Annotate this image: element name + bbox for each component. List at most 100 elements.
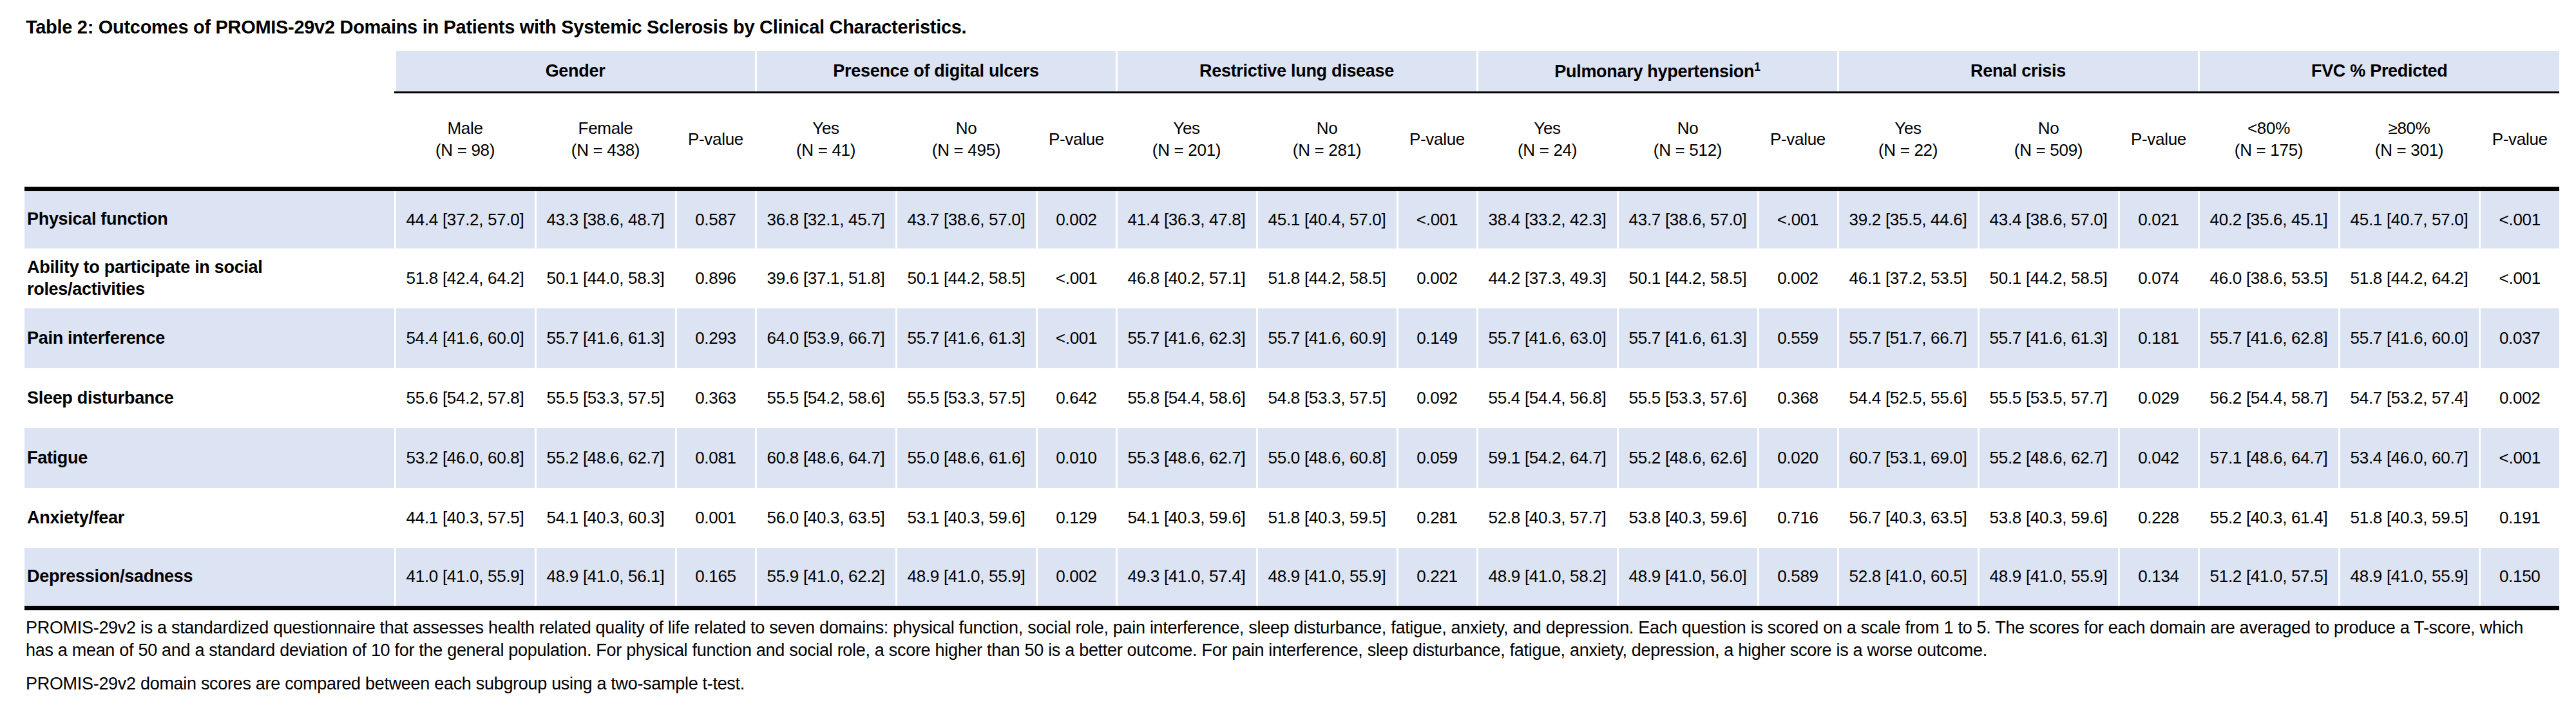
table-row: Physical function44.4 [37.2, 57.0]43.3 [… xyxy=(24,189,2559,248)
data-cell: 55.5 [54.2, 58.6] xyxy=(756,368,896,428)
subcolumn-header: Yes(N = 201) xyxy=(1116,92,1257,189)
data-cell: 43.7 [38.6, 57.0] xyxy=(896,189,1036,248)
data-cell: 60.7 [53.1, 69.0] xyxy=(1838,428,1978,488)
subcolumn-header: No(N = 509) xyxy=(1978,92,2119,189)
data-cell: 45.1 [40.4, 57.0] xyxy=(1257,189,1397,248)
subcolumn-header: Female(N = 438) xyxy=(535,92,676,189)
p-value-cell: 0.559 xyxy=(1758,308,1838,368)
data-cell: 55.7 [41.6, 62.3] xyxy=(1116,308,1257,368)
data-cell: 55.2 [48.6, 62.6] xyxy=(1617,428,1758,488)
p-value-cell: 0.020 xyxy=(1758,428,1838,488)
p-value-cell: 0.293 xyxy=(676,308,756,368)
p-value-cell: <.001 xyxy=(2479,428,2559,488)
data-cell: 45.1 [40.7, 57.0] xyxy=(2339,189,2479,248)
data-cell: 46.0 [38.6, 53.5] xyxy=(2199,248,2339,308)
p-value-cell: 0.021 xyxy=(2119,189,2199,248)
row-label: Fatigue xyxy=(24,428,395,488)
subcolumn-header: Yes(N = 41) xyxy=(756,92,896,189)
subcolumn-header: P-value xyxy=(1397,92,1477,189)
data-cell: 51.8 [44.2, 58.5] xyxy=(1257,248,1397,308)
data-cell: 48.9 [41.0, 55.9] xyxy=(1978,548,2119,608)
p-value-cell: <.001 xyxy=(2479,248,2559,308)
data-cell: 48.9 [41.0, 55.9] xyxy=(896,548,1036,608)
data-cell: 51.8 [42.4, 64.2] xyxy=(395,248,535,308)
p-value-cell: <.001 xyxy=(1758,189,1838,248)
data-cell: 55.7 [41.6, 63.0] xyxy=(1477,308,1617,368)
data-cell: 57.1 [48.6, 64.7] xyxy=(2199,428,2339,488)
p-value-cell: 0.129 xyxy=(1036,488,1116,548)
data-cell: 39.6 [37.1, 51.8] xyxy=(756,248,896,308)
p-value-cell: 0.191 xyxy=(2479,488,2559,548)
data-cell: 55.7 [51.7, 66.7] xyxy=(1838,308,1978,368)
data-cell: 51.8 [44.2, 64.2] xyxy=(2339,248,2479,308)
table-title: Table 2: Outcomes of PROMIS-29v2 Domains… xyxy=(0,0,2576,38)
p-value-cell: 0.363 xyxy=(676,368,756,428)
p-value-cell: 0.002 xyxy=(1036,189,1116,248)
subcolumn-header: P-value xyxy=(1036,92,1116,189)
column-group-header: Pulmonary hypertension1 xyxy=(1477,51,1838,92)
data-cell: 51.8 [40.3, 59.5] xyxy=(2339,488,2479,548)
data-cell: 55.7 [41.6, 61.3] xyxy=(535,308,676,368)
p-value-cell: 0.029 xyxy=(2119,368,2199,428)
p-value-cell: <.001 xyxy=(1397,189,1477,248)
data-cell: 38.4 [33.2, 42.3] xyxy=(1477,189,1617,248)
data-cell: 55.9 [41.0, 62.2] xyxy=(756,548,896,608)
table-row: Fatigue53.2 [46.0, 60.8]55.2 [48.6, 62.7… xyxy=(24,428,2559,488)
p-value-cell: 0.037 xyxy=(2479,308,2559,368)
data-cell: 54.1 [40.3, 59.6] xyxy=(1116,488,1257,548)
data-cell: 48.9 [41.0, 56.0] xyxy=(1617,548,1758,608)
subcolumn-header: Male(N = 98) xyxy=(395,92,535,189)
data-cell: 51.8 [40.3, 59.5] xyxy=(1257,488,1397,548)
p-value-cell: <.001 xyxy=(2479,189,2559,248)
p-value-cell: <.001 xyxy=(1036,308,1116,368)
subcolumn-header: P-value xyxy=(2479,92,2559,189)
subcolumn-header: Yes(N = 24) xyxy=(1477,92,1617,189)
data-cell: 51.2 [41.0, 57.5] xyxy=(2199,548,2339,608)
data-cell: 55.2 [40.3, 61.4] xyxy=(2199,488,2339,548)
data-cell: 54.4 [52.5, 55.6] xyxy=(1838,368,1978,428)
table-row: Sleep disturbance55.6 [54.2, 57.8]55.5 [… xyxy=(24,368,2559,428)
data-cell: 48.9 [41.0, 56.1] xyxy=(535,548,676,608)
data-cell: 50.1 [44.0, 58.3] xyxy=(535,248,676,308)
data-cell: 52.8 [41.0, 60.5] xyxy=(1838,548,1978,608)
p-value-cell: 0.587 xyxy=(676,189,756,248)
data-cell: 53.8 [40.3, 59.6] xyxy=(1617,488,1758,548)
data-cell: 46.1 [37.2, 53.5] xyxy=(1838,248,1978,308)
data-cell: 49.3 [41.0, 57.4] xyxy=(1116,548,1257,608)
p-value-cell: 0.010 xyxy=(1036,428,1116,488)
data-cell: 55.3 [48.6, 62.7] xyxy=(1116,428,1257,488)
data-cell: 53.2 [46.0, 60.8] xyxy=(395,428,535,488)
data-cell: 55.0 [48.6, 60.8] xyxy=(1257,428,1397,488)
data-cell: 55.7 [41.6, 61.3] xyxy=(1978,308,2119,368)
data-cell: 53.4 [46.0, 60.7] xyxy=(2339,428,2479,488)
data-cell: 55.6 [54.2, 57.8] xyxy=(395,368,535,428)
data-cell: 55.7 [41.6, 62.8] xyxy=(2199,308,2339,368)
data-cell: 39.2 [35.5, 44.6] xyxy=(1838,189,1978,248)
p-value-cell: 0.716 xyxy=(1758,488,1838,548)
data-cell: 59.1 [54.2, 64.7] xyxy=(1477,428,1617,488)
data-cell: 44.2 [37.3, 49.3] xyxy=(1477,248,1617,308)
data-cell: 50.1 [44.2, 58.5] xyxy=(1978,248,2119,308)
p-value-cell: 0.149 xyxy=(1397,308,1477,368)
data-cell: 54.8 [53.3, 57.5] xyxy=(1257,368,1397,428)
data-cell: 53.1 [40.3, 59.6] xyxy=(896,488,1036,548)
data-cell: 56.7 [40.3, 63.5] xyxy=(1838,488,1978,548)
subcolumn-header: No(N = 512) xyxy=(1617,92,1758,189)
p-value-cell: 0.001 xyxy=(676,488,756,548)
data-cell: 50.1 [44.2, 58.5] xyxy=(1617,248,1758,308)
data-cell: 55.5 [53.3, 57.5] xyxy=(896,368,1036,428)
subcolumn-header: No(N = 495) xyxy=(896,92,1036,189)
data-cell: 55.2 [48.6, 62.7] xyxy=(1978,428,2119,488)
data-cell: 43.4 [38.6, 57.0] xyxy=(1978,189,2119,248)
footnote-promis-description: PROMIS-29v2 is a standardized questionna… xyxy=(26,617,2551,662)
data-cell: 60.8 [48.6, 64.7] xyxy=(756,428,896,488)
p-value-cell: 0.221 xyxy=(1397,548,1477,608)
data-cell: 55.2 [48.6, 62.7] xyxy=(535,428,676,488)
p-value-cell: 0.002 xyxy=(1397,248,1477,308)
subcolumn-header: No(N = 281) xyxy=(1257,92,1397,189)
subcolumn-header: P-value xyxy=(2119,92,2199,189)
data-cell: 46.8 [40.2, 57.1] xyxy=(1116,248,1257,308)
data-cell: 56.0 [40.3, 63.5] xyxy=(756,488,896,548)
footnote-statistical-method: PROMIS-29v2 domain scores are compared b… xyxy=(26,673,2551,696)
data-cell: 44.4 [37.2, 57.0] xyxy=(395,189,535,248)
